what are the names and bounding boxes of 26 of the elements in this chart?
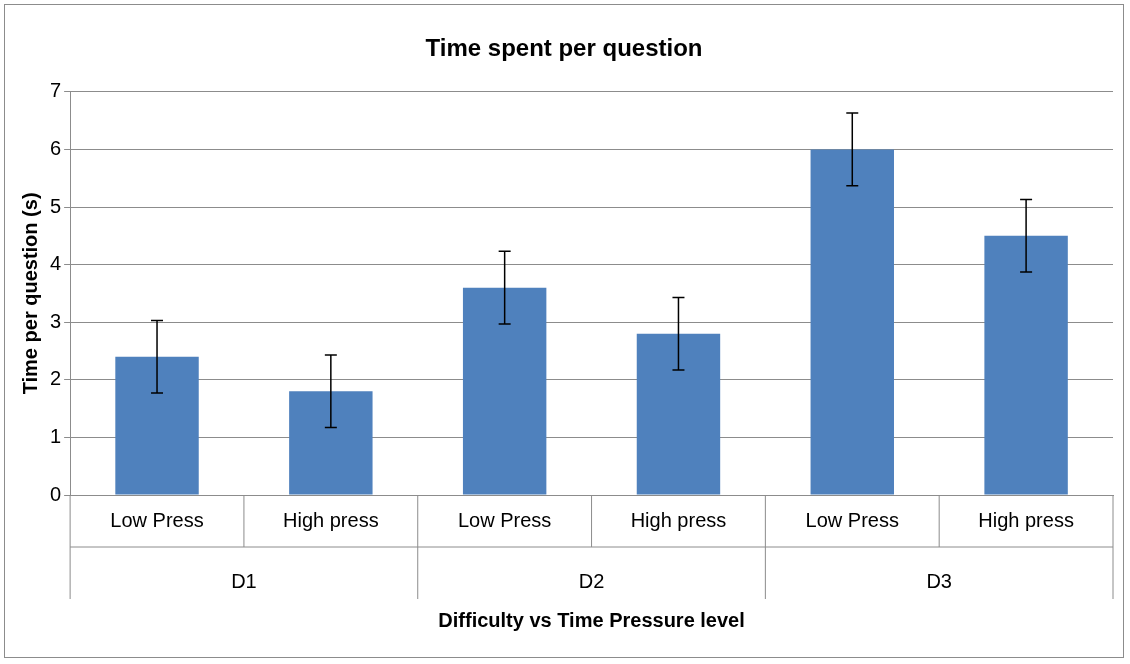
- bar: [462, 287, 547, 495]
- y-axis-title: Time per question (s): [18, 192, 41, 395]
- y-tick-label: 5: [50, 194, 62, 217]
- y-tick-label: 1: [50, 424, 62, 447]
- bar: [636, 333, 721, 495]
- y-tick-label: 0: [50, 482, 62, 505]
- text: D2: [578, 569, 605, 592]
- x-tick-label: High press: [978, 508, 1074, 531]
- bar: [810, 149, 894, 495]
- x-axis-title: Difficulty vs Time Pressure level: [438, 608, 745, 631]
- bar: [115, 356, 199, 495]
- bar: [289, 391, 373, 495]
- y-tick-label: 6: [50, 136, 62, 159]
- text: D1: [231, 569, 257, 592]
- x-tick-label: High press: [630, 508, 727, 531]
- y-tick-label: 7: [50, 79, 62, 102]
- y-tick-label: 3: [50, 309, 62, 332]
- y-tick-label: 2: [50, 367, 62, 390]
- text: D3: [926, 569, 952, 592]
- chart-title: Time spent per question: [425, 34, 703, 62]
- y-tick-label: 4: [50, 252, 62, 275]
- x-tick-label: Low Press: [805, 508, 899, 531]
- x-tick-label: High press: [283, 508, 379, 531]
- x-tick-label: Low Press: [110, 508, 204, 531]
- x-tick-label: Low Press: [457, 508, 552, 531]
- bar: [984, 235, 1068, 495]
